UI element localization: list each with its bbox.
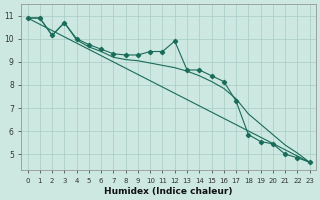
X-axis label: Humidex (Indice chaleur): Humidex (Indice chaleur) xyxy=(104,187,233,196)
